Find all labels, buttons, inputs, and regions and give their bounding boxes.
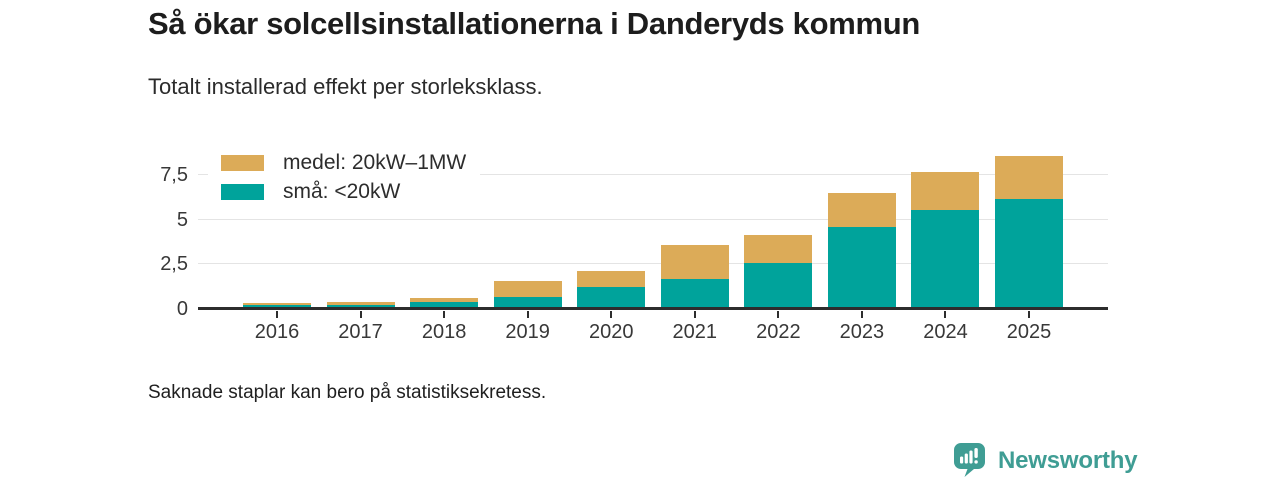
bar-2022 (744, 234, 813, 309)
y-axis-tick-label: 5 (176, 208, 188, 231)
legend-item-medel: medel: 20kW–1MW (221, 151, 466, 175)
y-axis-tick-label: 0 (176, 298, 188, 320)
legend-swatch-medel (221, 155, 264, 171)
bar-segment (744, 234, 813, 263)
x-axis-tick-label: 2020 (588, 321, 634, 343)
newsworthy-logo[interactable]: Newsworthy (954, 443, 1138, 477)
chart-legend: medel: 20kW–1MW små: <20kW (208, 146, 481, 209)
legend-item-sma: små: <20kW (221, 180, 466, 204)
plot-area: 0 2,5 5 7,5 2016 2017 2018 2019 2020 2021 2022 2023… (160, 150, 1108, 343)
x-axis-tick-label: 2018 (421, 321, 467, 343)
newsworthy-wordmark: Newsworthy (998, 446, 1138, 474)
x-axis-tick-label: 2022 (756, 321, 801, 343)
x-axis-line (198, 307, 1108, 310)
bar-2017 (326, 301, 395, 309)
bar-segment (744, 262, 813, 309)
gridline (198, 218, 1108, 220)
x-axis-tick-label: 2021 (672, 321, 718, 343)
x-axis-tick (610, 311, 613, 318)
bar-segment (995, 155, 1064, 200)
bar-segment (410, 298, 479, 302)
bar-segment (911, 209, 980, 309)
legend-label-sma: små: <20kW (283, 180, 401, 203)
bar-segment (326, 301, 395, 305)
gridline (198, 174, 1108, 176)
bar-segment (577, 286, 646, 309)
bar-segment (827, 192, 896, 227)
x-axis-tick (860, 311, 863, 318)
page-title: Så ökar solcellsinstallationerna i Dande… (148, 6, 921, 41)
bar-segment (660, 244, 729, 279)
y-axis-tick-label: 2,5 (160, 253, 188, 276)
bar-segment (493, 281, 562, 297)
bar-segment (326, 304, 395, 309)
newsworthy-icon (954, 443, 985, 477)
x-axis-tick (276, 311, 278, 318)
bar-2024 (911, 171, 980, 309)
x-axis-tick-label: 2019 (505, 321, 550, 343)
x-axis-tick (359, 311, 362, 318)
bar-2019 (493, 281, 562, 309)
x-axis-tick (944, 311, 947, 318)
chart-footnote: Saknade staplar kan bero på statistiksek… (148, 382, 547, 403)
bar-segment (995, 199, 1064, 309)
bar-segment (827, 226, 896, 309)
x-axis-tick-label: 2025 (1006, 321, 1052, 343)
bar-segment (493, 296, 562, 309)
bar-2023 (827, 192, 896, 309)
bar-segment (577, 270, 646, 287)
x-axis-tick-label: 2017 (338, 321, 383, 343)
bar-2020 (577, 270, 646, 309)
x-axis-tick-label: 2016 (254, 321, 300, 343)
bar-2018 (410, 298, 479, 309)
gridline (198, 263, 1108, 265)
x-axis-tick (443, 311, 446, 318)
x-axis-tick-label: 2023 (839, 321, 885, 343)
bar-2025 (995, 155, 1064, 309)
x-axis-tick-label: 2024 (923, 321, 968, 343)
x-axis-tick (1028, 311, 1031, 318)
bar-2021 (660, 244, 729, 309)
chart-subtitle: Totalt installerad effekt per storlekskl… (148, 74, 543, 99)
bar-segment (243, 302, 311, 306)
y-axis-tick-label: 7,5 (160, 164, 188, 187)
legend-label-medel: medel: 20kW–1MW (283, 151, 467, 174)
bar-segment (660, 278, 729, 309)
x-axis-tick (693, 311, 696, 318)
legend-swatch-sma (221, 184, 264, 200)
bar-segment (911, 171, 980, 210)
x-axis-tick (777, 311, 780, 318)
x-axis-tick (526, 311, 529, 318)
bar-segment (410, 301, 479, 309)
